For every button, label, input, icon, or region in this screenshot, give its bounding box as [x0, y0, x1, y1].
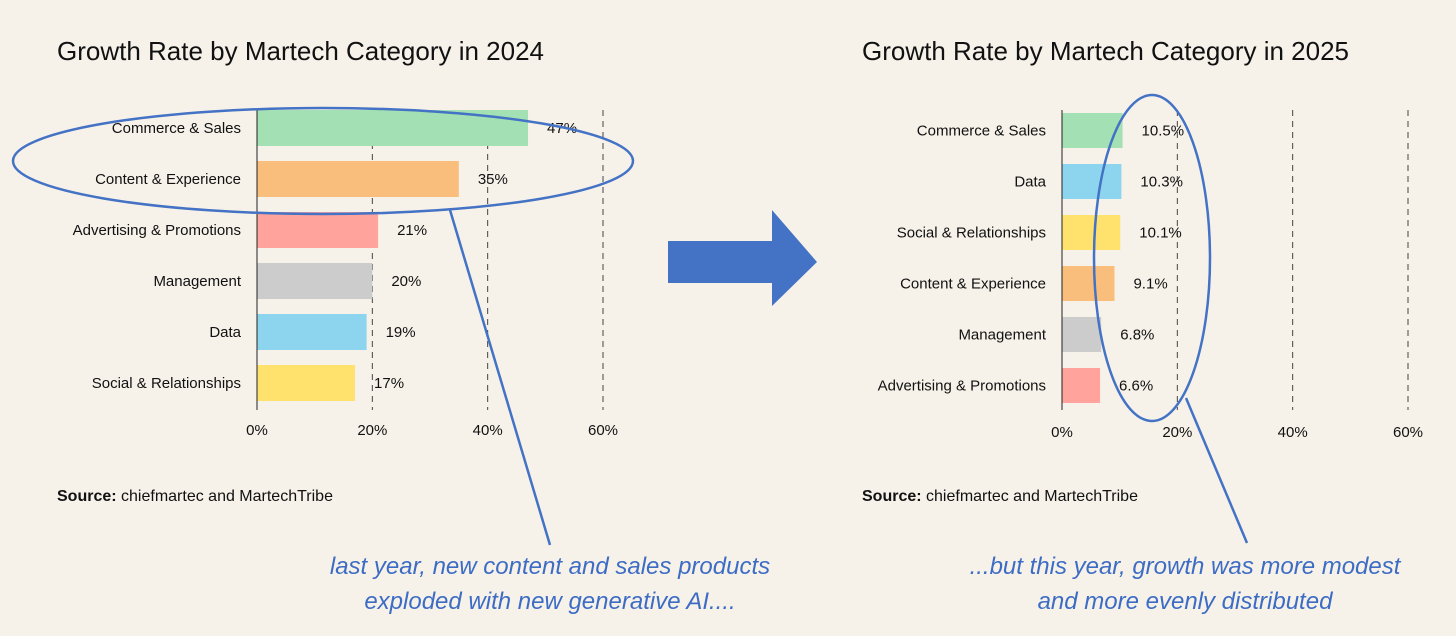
bar-2025-3 — [1062, 266, 1115, 301]
chart-2025: Growth Rate by Martech Category in 2025 … — [862, 36, 1423, 505]
source-note-2024: Source: chiefmartec and MartechTribe — [57, 488, 333, 505]
bar-2024-2 — [257, 212, 379, 248]
caption-2024-line2: exploded with new generative AI.... — [364, 588, 735, 615]
value-label-2025-2: 10.1% — [1139, 225, 1182, 242]
caption-2025-line1: ...but this year, growth was more modest — [970, 553, 1402, 580]
category-label-2024-2: Advertising & Promotions — [73, 222, 241, 239]
category-label-2024-5: Social & Relationships — [92, 375, 241, 392]
bars-2025: Commerce & Sales 10.5% Data 10.3% Social & R… — [878, 113, 1185, 403]
category-label-2024-4: Data — [209, 324, 241, 341]
source-value-2024: chiefmartec and MartechTribe — [117, 488, 333, 505]
value-label-2024-3: 20% — [391, 273, 421, 290]
bar-2024-1 — [257, 161, 459, 197]
source-label-2025: Source: — [862, 488, 922, 505]
value-label-2024-5: 17% — [374, 375, 404, 392]
category-label-2025-0: Commerce & Sales — [917, 123, 1046, 140]
category-label-2024-1: Content & Experience — [95, 171, 241, 188]
highlight-ellipse-2024 — [11, 106, 635, 216]
pointer-line-2024 — [448, 209, 552, 546]
x-tick-label-2024-0: 0% — [246, 422, 268, 439]
x-tick-label-2025-1: 20% — [1162, 424, 1192, 441]
category-label-2025-3: Content & Experience — [900, 276, 1046, 293]
bar-2024-3 — [257, 263, 373, 299]
x-tick-label-2025-0: 0% — [1051, 424, 1073, 441]
bar-2025-2 — [1062, 215, 1121, 250]
bar-2024-4 — [257, 314, 367, 350]
bar-2025-1 — [1062, 164, 1122, 199]
bar-2025-5 — [1062, 368, 1101, 403]
chart-title-2025: Growth Rate by Martech Category in 2025 — [862, 36, 1349, 66]
chart-2024: Growth Rate by Martech Category in 2024 … — [57, 36, 618, 505]
category-label-2025-1: Data — [1014, 174, 1046, 191]
bars-2024: Commerce & Sales 47%Content & Experience 3… — [73, 110, 577, 401]
category-label-2024-0: Commerce & Sales — [112, 120, 241, 137]
source-note-2025: Source: chiefmartec and MartechTribe — [862, 488, 1138, 505]
category-label-2025-5: Advertising & Promotions — [878, 378, 1046, 395]
x-tick-label-2025-2: 40% — [1278, 424, 1308, 441]
value-label-2025-1: 10.3% — [1140, 174, 1183, 191]
value-label-2025-3: 9.1% — [1133, 276, 1167, 293]
category-label-2024-3: Management — [153, 273, 241, 290]
value-label-2025-4: 6.8% — [1120, 327, 1154, 344]
ticks-2024: 0% 20% 40% 60% — [246, 422, 618, 439]
highlight-ellipse-2025 — [1092, 93, 1212, 423]
grid-2024 — [371, 110, 604, 410]
value-label-2024-4: 19% — [386, 324, 416, 341]
x-tick-label-2025-3: 60% — [1393, 424, 1423, 441]
source-value-2025: chiefmartec and MartechTribe — [922, 488, 1138, 505]
source-label-2024: Source: — [57, 488, 117, 505]
x-tick-label-2024-1: 20% — [357, 422, 387, 439]
bar-2024-5 — [257, 365, 356, 401]
x-tick-label-2024-3: 60% — [588, 422, 618, 439]
ticks-2025: 0% 20% 40% 60% — [1051, 424, 1423, 441]
bar-2025-0 — [1062, 113, 1123, 148]
value-label-2025-0: 10.5% — [1142, 123, 1185, 140]
bar-2025-4 — [1062, 317, 1102, 352]
pointer-line-2025 — [1184, 397, 1249, 544]
caption-2025-line2: and more evenly distributed — [1038, 588, 1333, 615]
transition-arrow-icon — [668, 210, 817, 306]
category-label-2025-2: Social & Relationships — [897, 225, 1046, 242]
grid-2025 — [1176, 110, 1409, 410]
caption-2024-line1: last year, new content and sales product… — [330, 553, 770, 580]
value-label-2024-2: 21% — [397, 222, 427, 239]
value-label-2025-5: 6.6% — [1119, 378, 1153, 395]
chart-title-2024: Growth Rate by Martech Category in 2024 — [57, 36, 544, 66]
value-label-2024-1: 35% — [478, 171, 508, 188]
x-tick-label-2024-2: 40% — [473, 422, 503, 439]
category-label-2025-4: Management — [958, 327, 1046, 344]
